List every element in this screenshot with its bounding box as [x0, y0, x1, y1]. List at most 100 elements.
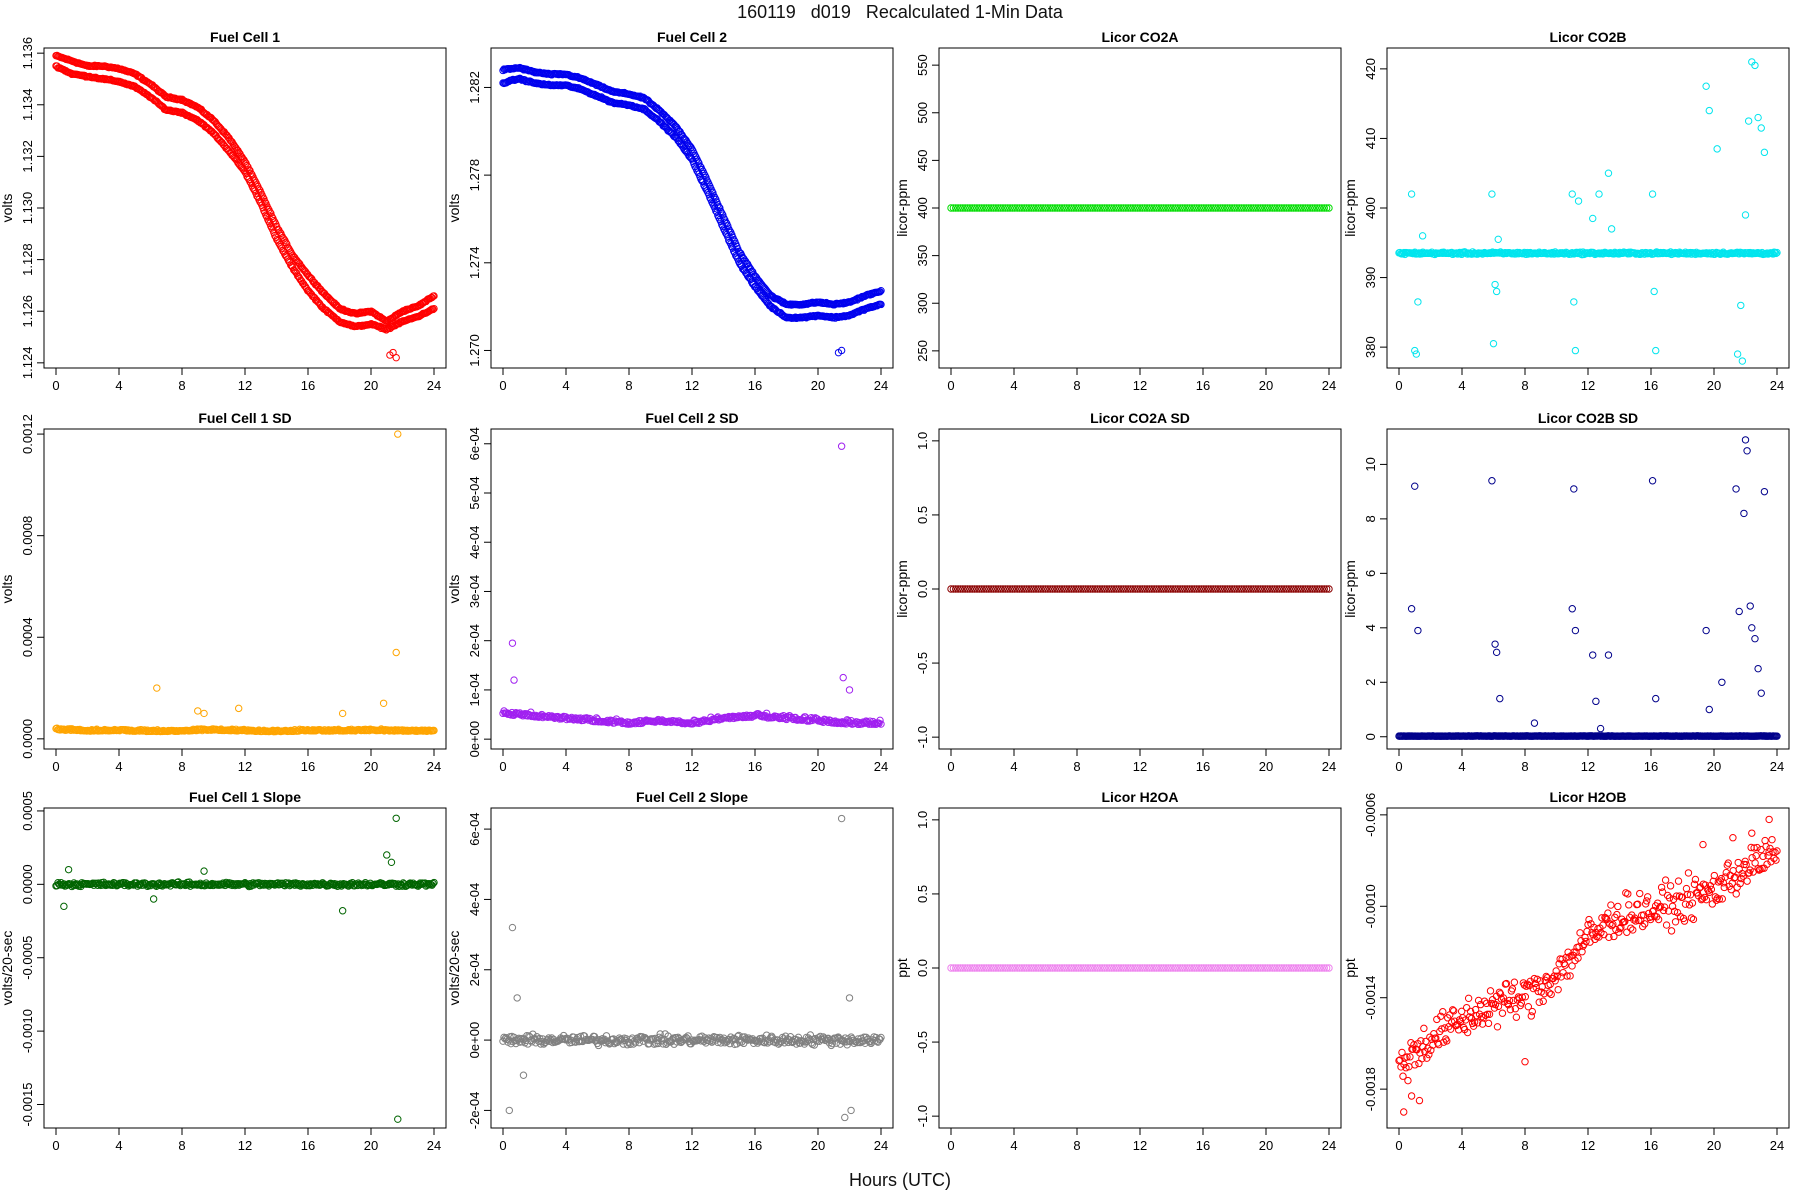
y-tick-label: 400: [915, 197, 930, 219]
data-point: [978, 204, 986, 212]
x-tick-label: 16: [1196, 1138, 1210, 1153]
outlier-point: [1491, 280, 1499, 289]
data-point: [1259, 964, 1267, 972]
x-tick-label: 16: [1644, 759, 1658, 774]
data-point: [1563, 972, 1571, 980]
data-point: [987, 585, 995, 593]
data-point: [1013, 585, 1021, 593]
data-point: [1048, 204, 1057, 212]
x-tick-label: 24: [874, 759, 888, 774]
data-point: [571, 714, 580, 722]
x-tick-label: 20: [1259, 378, 1273, 393]
series-points: [1395, 436, 1781, 740]
data-point: [1498, 1009, 1507, 1017]
outlier-point: [1407, 605, 1416, 613]
data-point: [970, 585, 979, 593]
y-axis-label: volts/20-sec: [0, 931, 15, 1006]
data-point: [1138, 964, 1147, 972]
data-point: [1072, 204, 1080, 212]
data-point: [1126, 585, 1135, 593]
data-point: [1081, 964, 1090, 972]
x-tick-label: 8: [1521, 1138, 1528, 1153]
data-point: [956, 585, 965, 593]
y-tick-label: 10: [1363, 457, 1378, 471]
plot-frame: [490, 428, 894, 750]
data-point: [996, 585, 1005, 593]
data-point: [691, 162, 699, 171]
data-point: [1275, 585, 1284, 593]
data-point: [1466, 1007, 1475, 1016]
data-point: [1552, 967, 1560, 975]
data-point: [1486, 987, 1495, 995]
plot-frame: [1386, 807, 1790, 1129]
data-point: [1034, 964, 1043, 972]
data-point: [792, 1040, 801, 1048]
data-point: [1190, 204, 1199, 212]
data-point: [1214, 964, 1222, 972]
data-point: [1240, 204, 1248, 212]
data-point: [1483, 1010, 1492, 1018]
y-tick-label: 0.0000: [20, 719, 35, 759]
x-tick-label: 24: [427, 759, 441, 774]
data-point: [1322, 964, 1331, 972]
outlier-point: [1418, 232, 1427, 240]
outlier-point: [508, 639, 517, 647]
y-tick-label: 350: [915, 245, 930, 267]
data-point: [1275, 204, 1284, 212]
data-point: [1178, 964, 1187, 972]
panel-title: Fuel Cell 1 Slope: [189, 789, 301, 805]
outlier-point: [837, 442, 846, 450]
outlier-point: [1574, 197, 1583, 205]
x-tick-label: 24: [1322, 378, 1336, 393]
data-point: [1268, 204, 1277, 212]
data-point: [1313, 964, 1321, 972]
data-point: [1098, 964, 1106, 972]
data-point: [1266, 585, 1274, 593]
outlier-point: [845, 994, 854, 1002]
data-point: [1046, 585, 1054, 593]
y-tick-label: 1.134: [20, 89, 35, 122]
data-point: [1528, 1007, 1536, 1016]
data-point: [1046, 204, 1054, 212]
data-point: [1228, 585, 1236, 593]
x-tick-label: 12: [1581, 759, 1595, 774]
data-point: [1280, 585, 1288, 593]
data-point: [1320, 204, 1328, 212]
data-point: [994, 204, 1002, 212]
data-point: [1107, 585, 1116, 593]
y-tick-label: 1.132: [20, 140, 35, 173]
data-point: [1152, 585, 1161, 593]
data-point: [947, 964, 955, 972]
data-point: [1053, 585, 1062, 593]
x-tick-label: 0: [52, 1138, 59, 1153]
data-point: [1110, 585, 1118, 593]
data-point: [1119, 964, 1128, 972]
data-point: [1521, 993, 1530, 1001]
series-points: [52, 814, 438, 1123]
outlier-point: [1412, 350, 1421, 358]
data-point: [1221, 204, 1229, 212]
data-point: [1214, 204, 1222, 212]
data-point: [715, 1034, 723, 1043]
outlier-point: [153, 684, 161, 692]
y-tick-label: 0: [1363, 733, 1378, 740]
data-point: [1103, 204, 1111, 212]
outlier-point: [1705, 705, 1713, 714]
outlier-point: [1568, 605, 1576, 613]
data-point: [1027, 204, 1036, 212]
data-point: [1485, 1010, 1494, 1018]
data-point: [1311, 964, 1319, 972]
data-point: [1096, 964, 1104, 972]
x-tick-label: 8: [178, 759, 185, 774]
data-point: [1181, 964, 1189, 972]
data-point: [1013, 204, 1021, 212]
data-point: [1404, 1076, 1412, 1085]
data-point: [1584, 920, 1592, 929]
data-point: [256, 198, 264, 206]
y-tick-label: -1.0: [915, 726, 930, 748]
y-tick-label: -0.5: [915, 1031, 930, 1053]
data-point: [1772, 249, 1780, 258]
